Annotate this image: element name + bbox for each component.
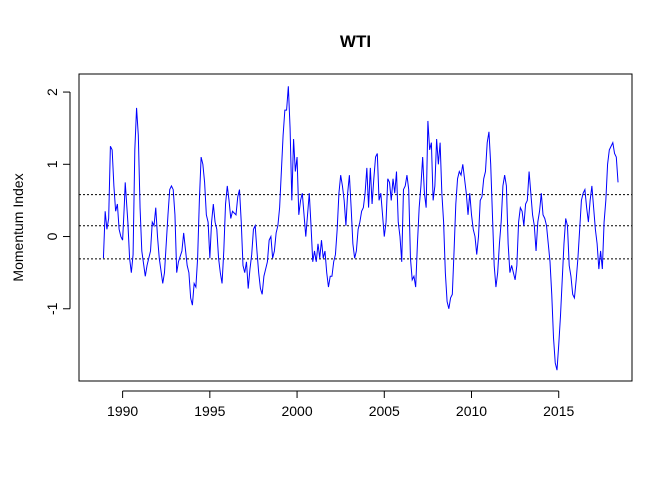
series-layer <box>102 86 619 371</box>
y-axis-label: Momentum Index <box>10 173 26 281</box>
x-tick-label: 2010 <box>456 403 487 419</box>
plot-frame <box>78 73 633 382</box>
y-tick-label: 2 <box>44 88 60 96</box>
y-tick-label: 0 <box>44 232 60 240</box>
y-axis: -1 0 1 2 <box>44 88 71 315</box>
x-tick-label: 2015 <box>543 403 574 419</box>
y-tick-label: 1 <box>44 160 60 168</box>
x-axis: 1990 1995 2000 2005 2010 2015 <box>107 390 575 419</box>
chart-title: WTI <box>340 32 371 51</box>
x-tick-label: 1995 <box>194 403 225 419</box>
x-tick-label: 1990 <box>107 403 138 419</box>
reference-lines <box>79 194 632 260</box>
x-tick-label: 2000 <box>281 403 312 419</box>
x-tick-label: 2005 <box>369 403 400 419</box>
series-line-0 <box>102 86 619 371</box>
y-tick-label: -1 <box>44 302 60 315</box>
